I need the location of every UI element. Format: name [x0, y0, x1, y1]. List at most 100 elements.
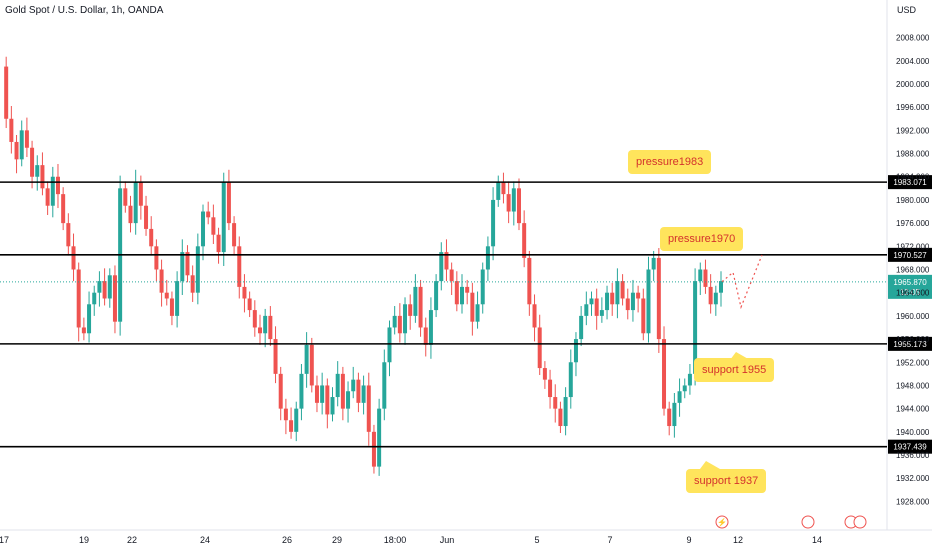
candle-body [232, 223, 237, 247]
candle-body [278, 373, 283, 409]
candle-body [66, 223, 71, 247]
candle-body [579, 315, 584, 340]
candle-body [708, 286, 713, 305]
candle-body [185, 252, 190, 276]
us-flag-icon[interactable] [801, 515, 815, 529]
price-tick-label: 2004.000 [896, 57, 930, 66]
price-tick-label: 1976.000 [896, 219, 930, 228]
candle-body [289, 420, 294, 432]
candle-body [325, 385, 330, 415]
candle-body [40, 165, 45, 189]
level-label-bg [888, 336, 932, 351]
time-tick-label: 19 [79, 535, 89, 545]
chart-title: Gold Spot / U.S. Dollar, 1h, OANDA [5, 5, 164, 16]
candle-body [247, 298, 252, 311]
candle-body [226, 182, 231, 224]
candle-body [408, 304, 413, 316]
candle-body [252, 310, 257, 328]
annotation-text: pressure1983 [636, 156, 704, 168]
price-tick-label: 1956.000 [896, 335, 930, 344]
candle-body [9, 118, 14, 142]
candle-body [428, 310, 433, 345]
candle-body [107, 275, 112, 299]
candle-series [4, 56, 723, 476]
candle-body [599, 310, 604, 316]
candle-body [190, 275, 195, 293]
price-tick-label: 1952.000 [896, 358, 930, 367]
candle-body [159, 269, 164, 293]
time-tick-label: 22 [127, 535, 137, 545]
candle-body [283, 408, 288, 421]
candle-body [268, 315, 273, 340]
candle-body [133, 182, 138, 224]
candle-body [392, 315, 397, 328]
candle-body [195, 246, 200, 293]
candle-body [242, 286, 247, 299]
candle-body [527, 257, 532, 305]
price-tick-label: 1940.000 [896, 428, 930, 437]
time-tick-label: 14 [812, 535, 822, 545]
level-label-bg [888, 439, 932, 454]
bar-countdown-label: 12:05 [900, 288, 921, 297]
candle-body [154, 246, 159, 270]
candle-body [55, 176, 60, 195]
candle-body [257, 327, 262, 334]
price-tick-label: 1992.000 [896, 126, 930, 135]
us-flag-icon[interactable] [853, 515, 867, 529]
price-tick-label: 2000.000 [896, 80, 930, 89]
candle-body [76, 269, 81, 328]
annotation-pressure-1983[interactable]: pressure1983 [628, 150, 712, 174]
candle-body [45, 188, 50, 206]
annotation-pressure-1970[interactable]: pressure1970 [660, 227, 744, 251]
candle-body [263, 315, 268, 334]
candle-body [351, 379, 356, 392]
time-tick-label: 17 [0, 535, 9, 545]
candle-body [180, 252, 185, 282]
candle-body [656, 257, 661, 340]
level-label: 1970.527 [893, 251, 927, 260]
time-tick-label: 26 [282, 535, 292, 545]
time-tick-label: 18:00 [384, 535, 407, 545]
candle-body [444, 252, 449, 270]
candle-body [501, 182, 506, 195]
candle-body [563, 397, 568, 427]
candle-body [206, 211, 211, 218]
candle-body [144, 205, 149, 229]
annotation-support-1955[interactable]: support 1955 [694, 358, 775, 382]
candle-body [584, 304, 589, 316]
candle-body [491, 199, 496, 247]
candle-body [221, 182, 226, 253]
candle-body [522, 223, 527, 258]
candle-body [102, 281, 107, 299]
candle-body [138, 182, 143, 206]
annotation-text: support 1955 [702, 364, 767, 376]
candle-body [454, 281, 459, 305]
annotation-support-1937[interactable]: support 1937 [686, 469, 767, 493]
price-tick-label: 1980.000 [896, 196, 930, 205]
time-tick-label: 24 [200, 535, 210, 545]
event-icons[interactable]: ⚡ [715, 515, 867, 529]
candle-body [553, 397, 558, 409]
candle-body [294, 408, 299, 432]
candle-body [460, 286, 465, 305]
candle-body [662, 339, 667, 409]
time-tick-label: Jun [440, 535, 455, 545]
candle-body [382, 362, 387, 409]
candle-body [651, 257, 656, 270]
candle-body [309, 344, 314, 386]
candle-body [594, 298, 599, 316]
candle-body [397, 315, 402, 334]
candle-body [667, 408, 672, 427]
level-label: 1955.173 [893, 340, 927, 349]
level-label: 1983.071 [893, 178, 927, 187]
candle-body [81, 327, 86, 334]
candle-body [304, 344, 309, 374]
current-price-label: 1965.870 [893, 278, 927, 287]
current-price-label-bg [888, 274, 932, 299]
candle-body [548, 379, 553, 398]
candle-body [480, 269, 485, 305]
horizontal-levels[interactable]: 1983.071 1970.527 1955.173 1937.439 1965.870… [0, 175, 932, 454]
flash-event-icon[interactable] [715, 515, 729, 529]
